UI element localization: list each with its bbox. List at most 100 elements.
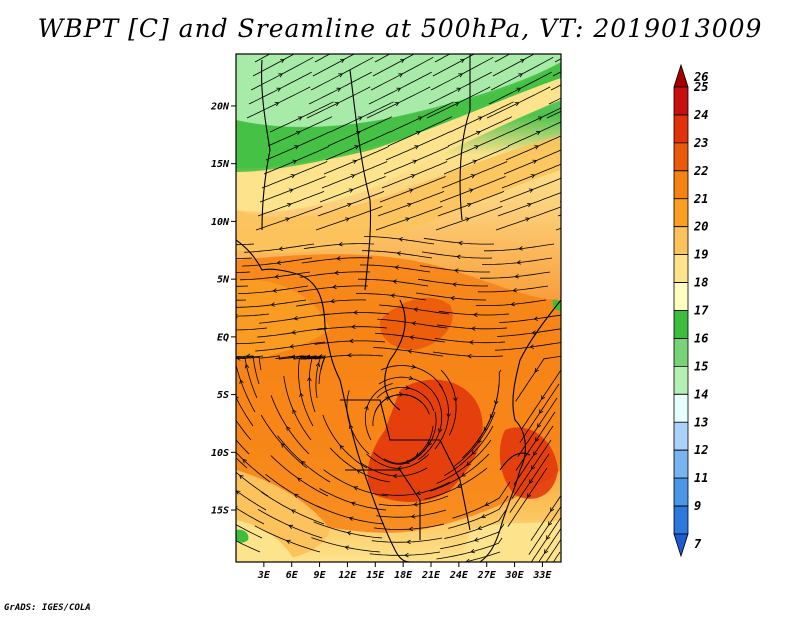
streamline-arrow (594, 146, 598, 150)
colorbar-swatch (673, 505, 689, 535)
streamline (570, 102, 634, 132)
streamline-arrow (537, 423, 542, 429)
streamline (557, 214, 561, 217)
streamline-arrow (466, 461, 471, 466)
streamline-arrow (297, 477, 302, 482)
lon-label: 33E (532, 570, 552, 581)
lon-label: 27E (477, 570, 497, 581)
streamline-arrow (292, 159, 298, 164)
streamline (236, 540, 261, 553)
streamline (562, 162, 627, 189)
lat-label: 10N (211, 217, 230, 228)
streamline-arrow (286, 426, 291, 431)
streamline-arrow (334, 102, 340, 107)
streamline-arrow (348, 338, 354, 344)
streamline-arrow (529, 479, 534, 485)
streamline-arrow (525, 217, 530, 222)
streamline-arrow (242, 458, 247, 464)
colorbar-swatch (673, 449, 689, 479)
colorbar-label: 25 (693, 80, 708, 94)
grads-credit: GrADS: IGES/COLA (4, 603, 91, 613)
streamline (254, 54, 271, 63)
streamline (494, 54, 511, 63)
streamline-arrow (409, 335, 415, 340)
streamline (555, 227, 561, 231)
lat-label: 15N (211, 159, 230, 170)
colorbar-swatch (673, 477, 689, 507)
streamline-arrow (484, 501, 490, 506)
streamline-arrow (317, 354, 323, 359)
streamline-arrow (353, 310, 358, 315)
streamline-arrow (335, 256, 341, 261)
streamline-arrow (410, 174, 416, 179)
streamline-arrow (364, 405, 369, 411)
lat-label: EQ (217, 332, 229, 343)
streamline-arrow (396, 87, 402, 92)
streamline (236, 396, 254, 427)
streamline-arrow (516, 87, 522, 92)
colorbar-label: 23 (693, 136, 708, 150)
streamline-arrow (585, 218, 589, 222)
colorbar-swatch (673, 310, 689, 339)
streamline (236, 524, 263, 539)
streamline-arrow (350, 324, 356, 329)
streamline-arrow (230, 412, 234, 416)
colorbar-swatch (673, 86, 689, 116)
streamline-arrow (438, 428, 443, 433)
streamline-arrow (471, 450, 477, 455)
streamline-arrow (294, 145, 300, 150)
streamline-arrow (278, 73, 284, 78)
streamline-arrow (548, 521, 553, 527)
streamline-arrow (474, 145, 480, 150)
streamline-arrow (536, 130, 541, 136)
streamline-arrow (396, 251, 402, 256)
streamline-arrow (454, 102, 460, 107)
streamline-arrow (550, 507, 555, 513)
streamline (566, 132, 630, 160)
colorbar-swatch (673, 338, 689, 367)
streamline-arrow (578, 74, 582, 77)
streamline-arrow (531, 330, 537, 335)
streamline-arrow (470, 326, 476, 331)
streamline-arrow (596, 131, 600, 135)
streamline-arrow (245, 353, 251, 359)
streamline-arrow (404, 459, 410, 464)
streamline-arrow (357, 116, 363, 121)
streamline-arrow (465, 217, 470, 222)
streamline-arrow (336, 87, 342, 92)
streamline-arrow (527, 493, 532, 499)
lon-label: 30E (505, 570, 525, 581)
streamline-arrow (417, 116, 423, 121)
streamline-arrow (458, 73, 464, 78)
streamline-arrow (394, 265, 400, 270)
streamline-arrow (392, 473, 398, 479)
streamline-arrow (411, 321, 417, 326)
colorbar-label: 15 (694, 359, 708, 373)
streamline-arrow (522, 45, 526, 48)
streamline-arrow (520, 59, 525, 64)
streamline-arrow (278, 246, 284, 251)
streamline-arrow (353, 486, 359, 491)
colorbar-label: 13 (694, 415, 708, 429)
map-frame (235, 53, 562, 563)
streamline-arrow (219, 243, 223, 247)
streamline-arrow (527, 203, 532, 208)
streamline-arrow (450, 295, 455, 301)
streamline (559, 201, 561, 203)
colorbar-swatch (673, 365, 689, 395)
streamline-arrow (591, 175, 595, 179)
streamline-arrow (410, 514, 416, 519)
streamline-arrow (285, 539, 291, 544)
streamline-arrow (299, 392, 304, 398)
streamline-arrow (289, 344, 295, 349)
streamline-arrow (232, 328, 236, 332)
streamline-arrow (348, 516, 354, 521)
streamline-arrow (510, 301, 515, 307)
streamline-arrow (408, 188, 414, 193)
streamline (236, 439, 250, 455)
streamline (236, 271, 251, 273)
streamline-arrow (477, 525, 483, 530)
streamline-arrow (582, 45, 586, 48)
streamline-arrow (518, 73, 524, 78)
